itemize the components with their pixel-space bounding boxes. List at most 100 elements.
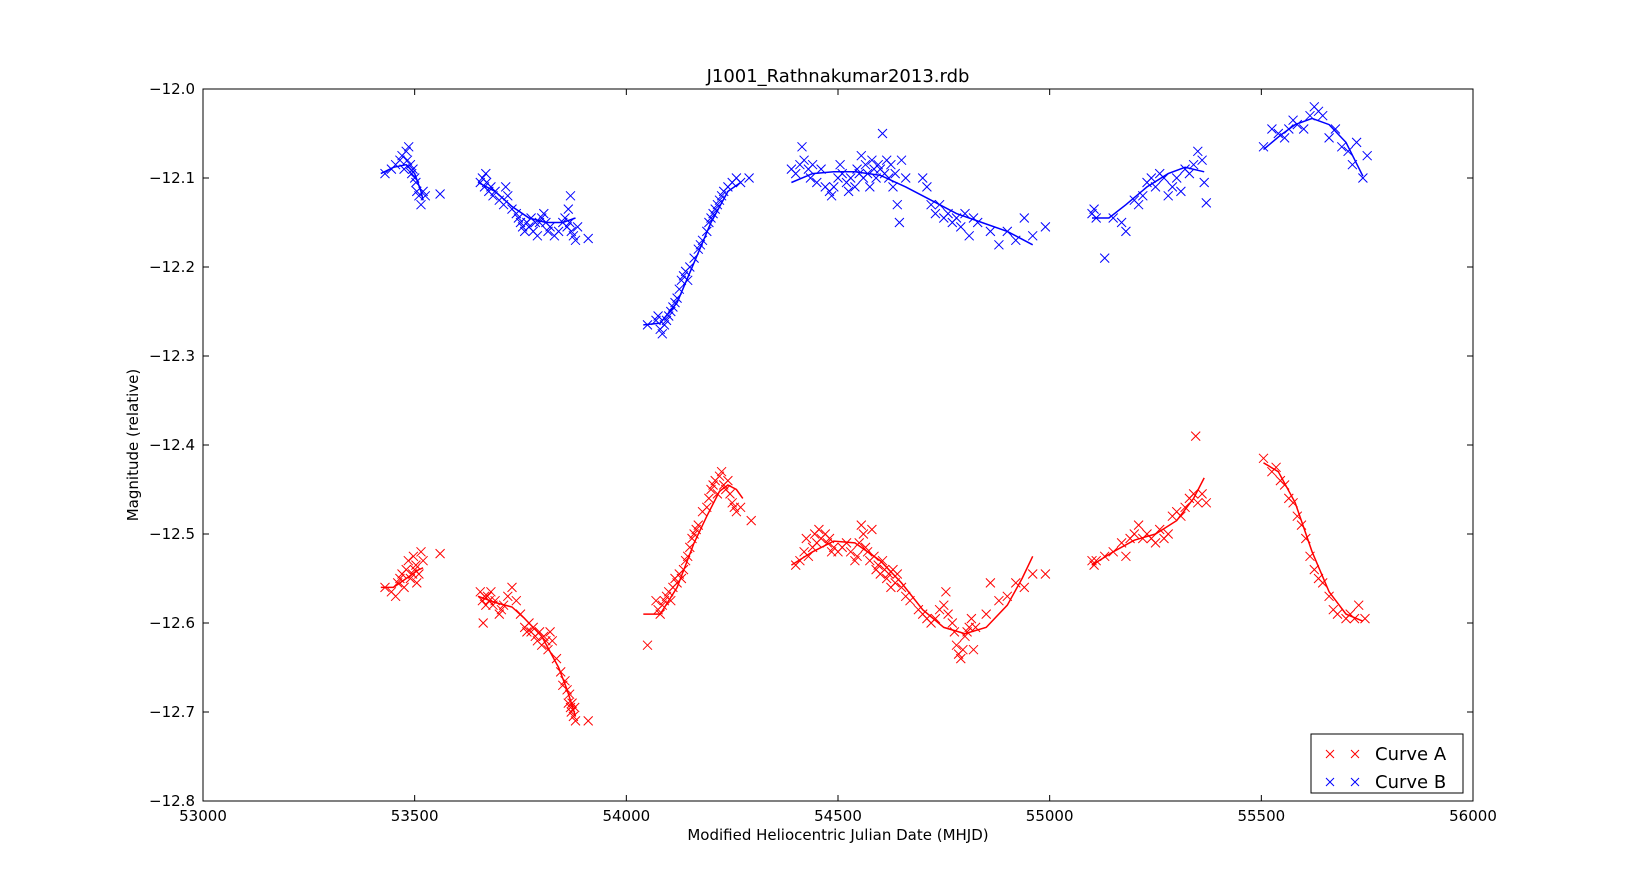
curve-a-point — [712, 489, 723, 499]
curve-a-point — [941, 586, 951, 597]
curve-b-point — [1137, 190, 1148, 201]
curve-b-point — [934, 199, 945, 210]
curve-a-point — [746, 515, 757, 526]
curve-b-point — [1089, 204, 1099, 214]
curve-b-point — [890, 168, 901, 179]
x-tick-label: 54000 — [602, 807, 650, 825]
x-tick-label: 55000 — [1026, 807, 1074, 825]
curve-b-point — [877, 128, 888, 139]
curve-b-point — [856, 150, 867, 161]
curve-a-point — [858, 529, 869, 539]
curve-b-point — [886, 159, 896, 170]
curve-b-point — [498, 199, 509, 210]
curve-b-fit-line — [1092, 166, 1205, 219]
curve-a-point — [795, 555, 805, 566]
curve-a-point — [1288, 497, 1298, 508]
curve-b-point — [411, 177, 421, 188]
curve-a-point — [1108, 546, 1119, 557]
curve-b-legend-marker — [1325, 777, 1335, 787]
curve-a-point — [856, 520, 867, 530]
curve-b-point — [811, 177, 822, 188]
curve-b-point — [642, 320, 653, 330]
y-tick-label: −12.3 — [149, 347, 195, 365]
curve-a-point — [801, 533, 812, 544]
curve-a-point — [704, 493, 714, 504]
curve-b-point — [1133, 199, 1144, 210]
curve-a-point — [867, 524, 877, 535]
y-tick-label: −12.6 — [149, 614, 195, 632]
curve-a-point — [401, 564, 412, 575]
curve-b-point — [697, 235, 708, 246]
curve-b-point — [1159, 173, 1169, 183]
curve-a-point — [545, 627, 555, 637]
curve-b-point — [888, 182, 898, 192]
curve-a-point — [678, 564, 689, 575]
curve-a-point — [411, 578, 422, 588]
curve-a-point — [411, 560, 421, 570]
curve-b-point — [864, 182, 875, 192]
curve-a-point — [1040, 569, 1051, 579]
curve-a-point — [399, 582, 409, 593]
curve-a-point — [955, 653, 966, 664]
curve-a-point — [862, 546, 873, 557]
curve-a-point — [1296, 520, 1307, 530]
curve-a-point — [390, 591, 401, 602]
x-tick-label: 54500 — [814, 807, 862, 825]
curve-b-point — [900, 173, 911, 183]
y-tick-label: −12.8 — [149, 792, 195, 810]
curve-b-point — [960, 208, 970, 219]
curve-b-point — [672, 293, 682, 303]
curve-a-point — [416, 546, 426, 557]
curve-a-point — [1190, 431, 1201, 441]
curve-b-point — [805, 173, 816, 183]
curve-a-point — [930, 613, 941, 624]
curve-a-point — [1163, 529, 1174, 539]
curve-b-point — [943, 208, 953, 219]
curve-b-point — [657, 328, 668, 339]
curve-a-point — [1309, 564, 1320, 575]
y-tick-label: −12.2 — [149, 258, 195, 276]
curve-a-point — [845, 546, 856, 557]
curve-b-point — [1010, 235, 1021, 246]
curve-b-point — [826, 190, 837, 201]
curve-a-point — [665, 595, 676, 606]
curve-b-legend-marker — [1350, 777, 1360, 787]
curve-a-point — [1129, 529, 1140, 539]
curve-a-point — [803, 551, 814, 562]
curve-b-point — [403, 141, 414, 152]
curve-a-point — [555, 667, 566, 677]
curve-a-point — [507, 582, 517, 593]
curve-b-point — [1298, 124, 1309, 134]
y-axis-title: Magnitude (relative) — [124, 369, 142, 522]
curve-a-point — [480, 600, 491, 611]
curve-b-point — [862, 168, 873, 179]
curve-b-point — [674, 284, 685, 295]
curve-b-point — [480, 168, 491, 179]
curve-a-point — [981, 609, 992, 619]
curve-b-point — [1351, 137, 1362, 148]
curve-a-point — [1360, 613, 1370, 624]
curve-b-point — [1273, 128, 1284, 139]
curve-b-point — [807, 159, 818, 170]
curve-a-point — [569, 702, 580, 713]
curve-a-point — [824, 533, 835, 544]
curve-a-point — [1201, 497, 1212, 508]
curve-a-point — [1332, 609, 1343, 619]
curve-a-point — [511, 595, 522, 606]
curve-b-point — [896, 155, 907, 166]
curve-a-point — [735, 502, 746, 513]
curve-b-point — [1121, 226, 1131, 237]
curve-b-point — [1019, 213, 1030, 223]
curve-b-point — [972, 217, 983, 228]
curve-a-point — [1324, 591, 1334, 602]
curve-b-point — [1362, 150, 1373, 161]
curve-a-point — [560, 675, 570, 686]
curve-b-point — [894, 217, 905, 228]
curve-b-point — [380, 168, 390, 179]
curve-b-point — [530, 217, 541, 228]
curve-a-point — [676, 573, 687, 584]
curve-a-point — [1305, 551, 1315, 562]
curve-b-point — [502, 190, 513, 201]
curve-b-point — [564, 217, 575, 228]
curve-b-point — [553, 226, 564, 237]
